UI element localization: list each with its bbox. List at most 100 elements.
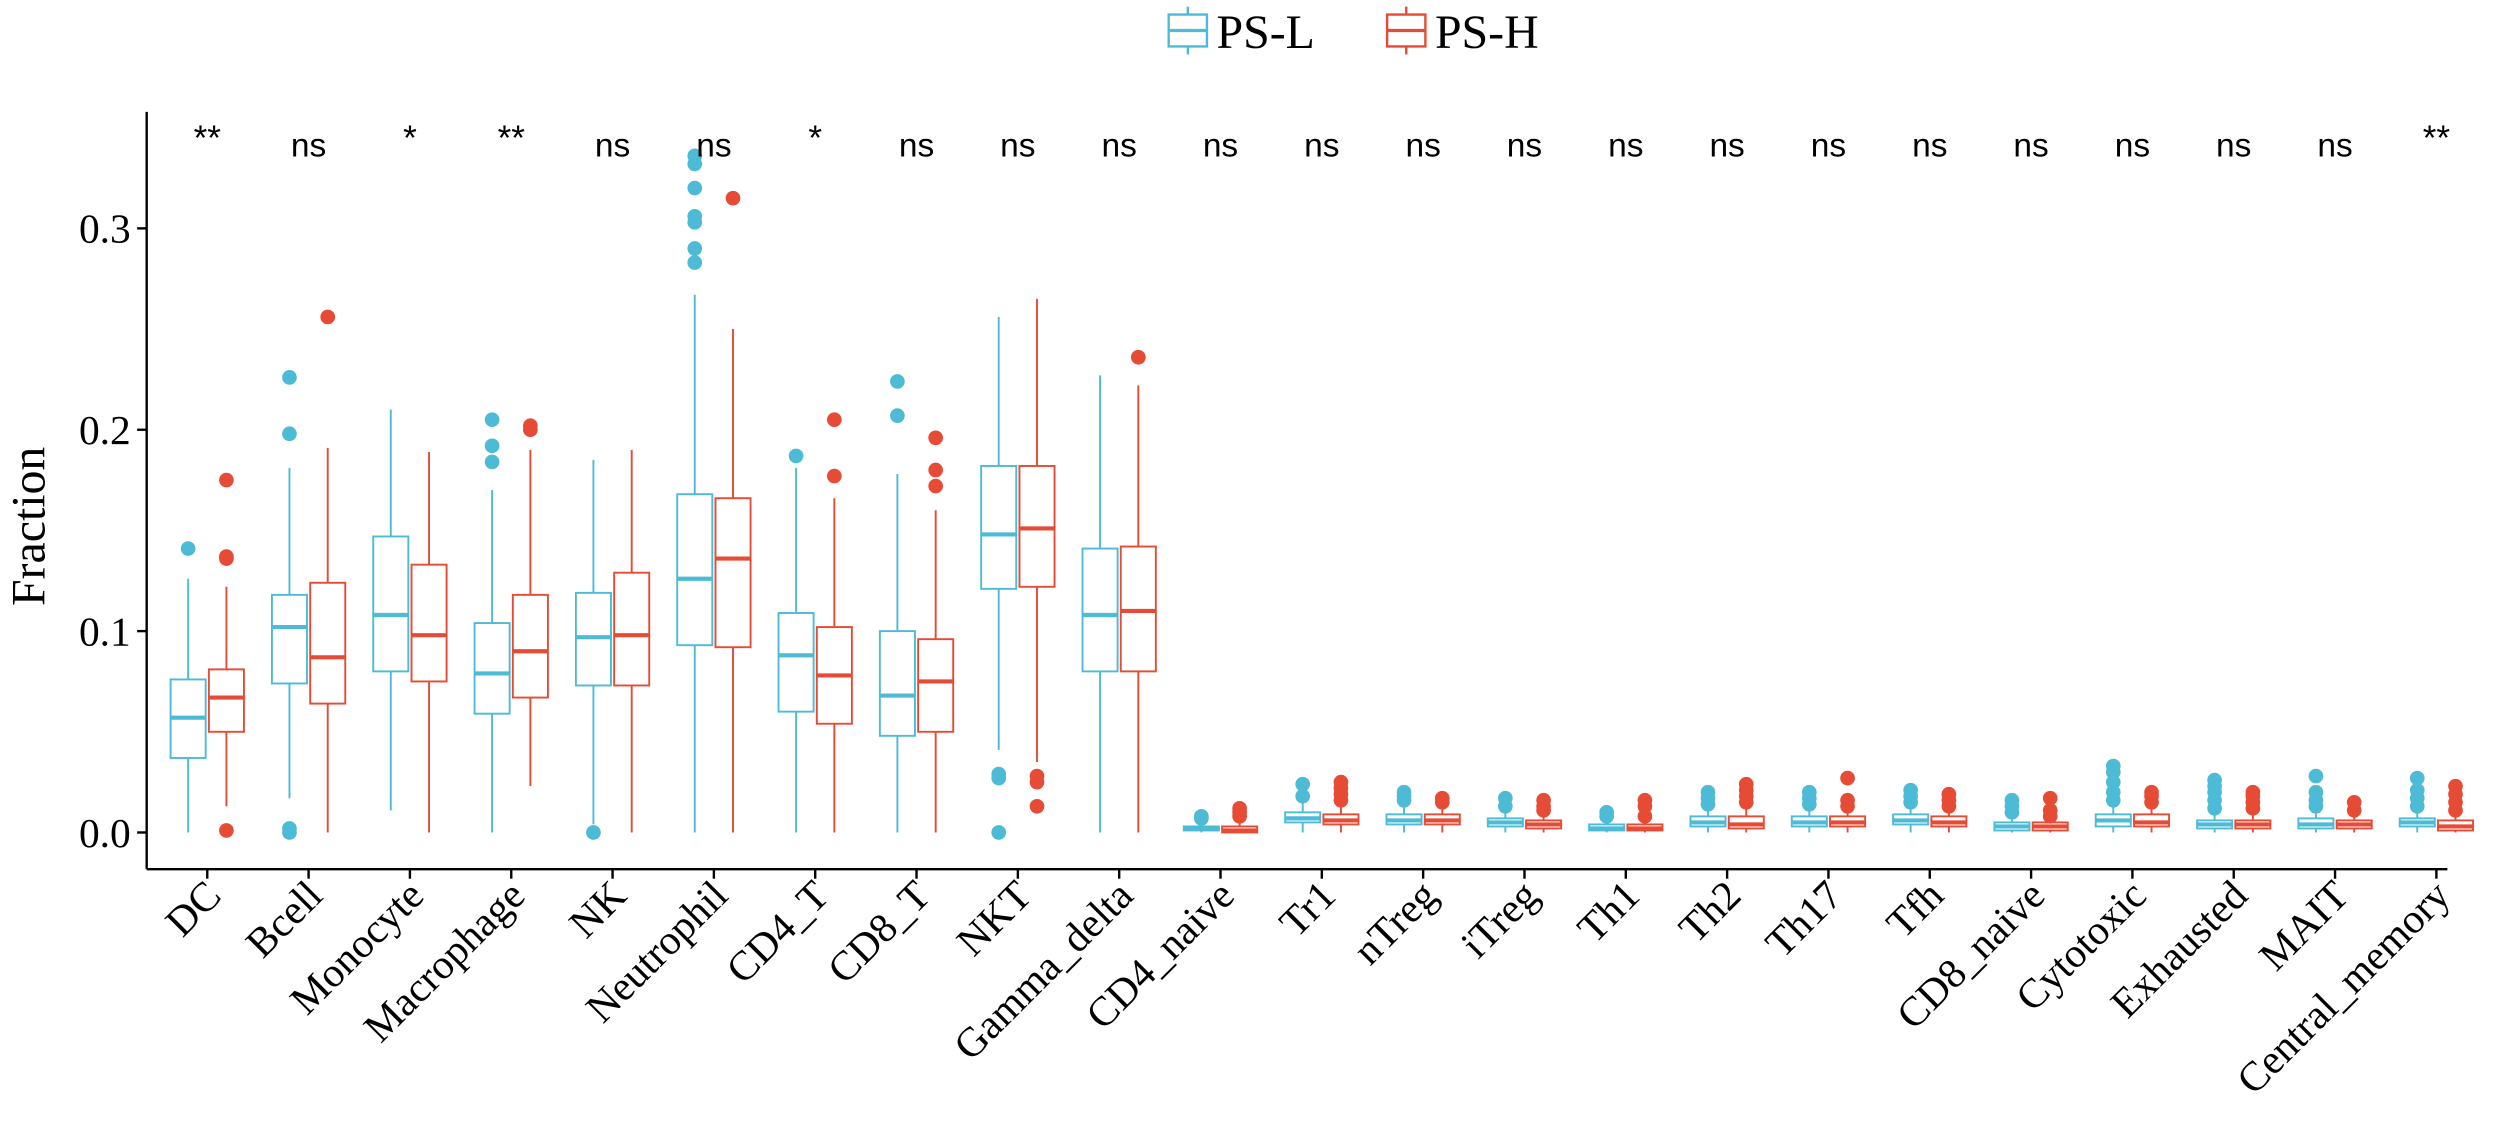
x-tick-label: DC	[156, 872, 229, 945]
outlier-point	[484, 438, 500, 454]
outlier-point	[523, 418, 538, 434]
significance-label: **	[498, 119, 526, 158]
outlier-point	[219, 823, 234, 838]
box	[613, 571, 651, 687]
outlier-point	[1333, 774, 1349, 790]
outlier-point	[282, 370, 297, 385]
boxes	[169, 148, 2475, 840]
x-tick-label: Th2	[1670, 872, 1750, 952]
outlier-point	[2105, 774, 2121, 790]
box-ps-h-dc	[207, 472, 245, 838]
box-ps-l-bcell	[270, 370, 308, 840]
outlier-point	[788, 448, 804, 464]
box-ps-h-cd4_t	[815, 412, 853, 833]
outlier-point	[320, 309, 336, 325]
box-ps-l-nk	[574, 459, 612, 840]
box-ps-l-cd8_naive	[1993, 792, 2031, 833]
box-ps-h-itreg	[1525, 792, 1563, 833]
outlier-point	[2042, 790, 2058, 806]
box-ps-l-ntreg	[1385, 784, 1423, 833]
outlier-point	[1029, 798, 1045, 814]
x-tick-label: NK	[560, 872, 635, 947]
box-ps-l-dc	[169, 541, 207, 833]
outlier-point	[687, 208, 703, 224]
box-ps-h-cd4_naive	[1221, 800, 1259, 834]
y-tick-label: 0.0	[79, 810, 131, 856]
outlier-point	[890, 408, 905, 423]
outlier-point	[2042, 802, 2058, 818]
significance-label: *	[808, 119, 822, 158]
x-tick-label: Tr1	[1270, 872, 1344, 946]
box-ps-h-th1	[1626, 792, 1664, 833]
box-ps-h-th2	[1727, 776, 1765, 833]
outlier-point	[2448, 778, 2463, 794]
outlier-point	[1840, 792, 1855, 808]
box	[777, 612, 815, 713]
legend: PS-L PS-H	[1167, 6, 1539, 59]
legend-label: PS-L	[1217, 6, 1315, 59]
box-ps-l-gamma_delta	[1081, 375, 1119, 833]
box-ps-l-cd4_t	[777, 448, 815, 833]
box-ps-l-tfh	[1892, 782, 1930, 833]
outlier-point	[1903, 782, 1918, 798]
significance-label: ns	[899, 127, 934, 164]
x-tick-label: Th17	[1756, 872, 1850, 966]
outlier-point	[2245, 784, 2261, 800]
significance-label: ns	[2013, 127, 2048, 164]
outlier-point	[282, 821, 297, 836]
box-ps-l-cytotoxic	[2094, 758, 2132, 833]
outlier-point	[928, 430, 944, 446]
outlier-point	[484, 454, 500, 470]
box-ps-l-central_memory	[2398, 770, 2436, 833]
outlier-point	[890, 374, 905, 389]
box	[917, 638, 955, 733]
outlier-point	[1029, 768, 1045, 784]
outlier-point	[687, 241, 703, 256]
significance-label: ns	[1405, 127, 1440, 164]
outlier-point	[687, 180, 703, 196]
box-ps-h-monocyte	[410, 451, 448, 833]
box	[511, 593, 549, 699]
outlier-point	[687, 255, 703, 270]
box	[1081, 547, 1119, 673]
x-tick-label: Th1	[1568, 872, 1648, 952]
outlier-point	[2105, 784, 2121, 800]
significance-label: ns	[1709, 127, 1744, 164]
outlier-point	[2308, 768, 2324, 784]
outlier-point	[2346, 794, 2362, 810]
box-ps-h-tr1	[1322, 774, 1360, 833]
significance-label: ns	[1912, 127, 1947, 164]
significance-label: ns	[1203, 127, 1238, 164]
box-ps-h-th17	[1829, 770, 1867, 833]
outlier-point	[1232, 800, 1247, 816]
outlier-point	[1130, 349, 1146, 365]
legend-label: PS-H	[1435, 6, 1539, 59]
outlier-point	[1599, 805, 1614, 820]
box-ps-h-tfh	[1930, 786, 1968, 833]
outlier-point	[1295, 788, 1311, 804]
box-ps-l-th17	[1790, 784, 1828, 833]
significance-label: ns	[1102, 127, 1137, 164]
outlier-point	[725, 190, 741, 206]
outlier-point	[282, 426, 297, 442]
significance-label: ns	[696, 127, 731, 164]
x-tick-label: nTreg	[1344, 872, 1445, 973]
box-ps-h-macrophage	[511, 418, 549, 787]
outlier-point	[1396, 784, 1412, 800]
significance-label: *	[403, 119, 417, 158]
box-ps-h-mait	[2335, 794, 2373, 833]
outlier-point	[991, 766, 1007, 782]
y-tick-label: 0.2	[79, 407, 131, 453]
x-tick-label: iTreg	[1452, 872, 1547, 967]
significance-label: ns	[2317, 127, 2352, 164]
significance-label: ns	[1000, 127, 1035, 164]
box	[714, 497, 752, 649]
outlier-point	[1840, 770, 1855, 786]
box-ps-h-neutrophil	[714, 190, 752, 833]
outlier-point	[586, 825, 601, 840]
box	[410, 563, 448, 683]
box-ps-l-tr1	[1284, 776, 1322, 833]
significance-label: ns	[1608, 127, 1643, 164]
outlier-point	[1637, 792, 1653, 808]
box-ps-l-itreg	[1486, 790, 1524, 833]
